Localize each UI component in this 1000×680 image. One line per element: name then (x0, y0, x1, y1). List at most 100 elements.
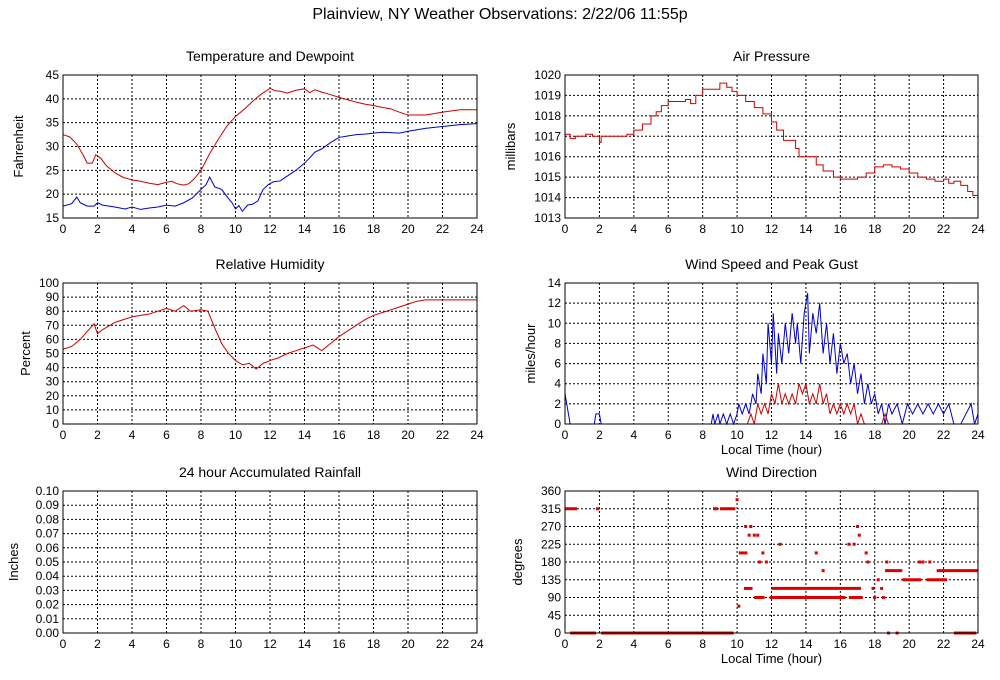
temp-dewpoint-line (62, 123, 478, 213)
rain-ytick-label: 0.02 (36, 598, 60, 612)
direction-point (866, 560, 870, 564)
direction-xtick-label: 8 (699, 637, 706, 651)
direction-point (864, 551, 868, 555)
rain-ytick-label: 0.00 (36, 626, 60, 640)
humidity-ytick-label: 70 (46, 318, 60, 332)
temp-ytick-label: 15 (46, 211, 60, 225)
direction-ytick-label: 0 (554, 626, 561, 640)
temp-xtick-label: 4 (129, 222, 136, 236)
humidity-xtick-label: 6 (163, 428, 170, 442)
temp-ytick-label: 25 (46, 163, 60, 177)
direction-xtick-label: 16 (834, 637, 848, 651)
humidity-humidity-line (62, 299, 477, 370)
temp-frame (62, 74, 478, 219)
rain-xtick-label: 14 (298, 637, 312, 651)
direction-point (761, 551, 765, 555)
temp-ytick-label: 30 (46, 140, 60, 154)
temp-ytick-label: 20 (46, 187, 60, 201)
humidity-xtick-label: 20 (401, 428, 415, 442)
humidity-xtick-label: 24 (470, 428, 484, 442)
temp-temperature-line (62, 87, 477, 186)
humidity-frame (62, 282, 478, 425)
pressure-xtick-label: 22 (937, 222, 951, 236)
rain-xtick-label: 12 (263, 637, 277, 651)
humidity-ytick-label: 50 (46, 347, 60, 361)
direction-point (749, 525, 753, 528)
pressure-ylabel: millibars (503, 122, 518, 170)
wind-ytick-label: 8 (554, 336, 561, 350)
wind-xtick-label: 8 (699, 428, 706, 442)
direction-ytick-label: 270 (541, 520, 561, 534)
temp-xtick-label: 6 (163, 222, 170, 236)
wind-xlabel: Local Time (hour) (721, 442, 822, 457)
pressure-xtick-label: 14 (799, 222, 813, 236)
direction-point (857, 533, 861, 537)
rain-title: 24 hour Accumulated Rainfall (179, 464, 361, 480)
humidity-xtick-label: 18 (367, 428, 381, 442)
pressure-xtick-label: 12 (765, 222, 779, 236)
humidity-xtick-label: 4 (129, 428, 136, 442)
direction-xtick-label: 12 (765, 637, 779, 651)
humidity-ytick-label: 80 (46, 304, 60, 318)
pressure-pressure-line (565, 82, 979, 198)
temp-ytick-label: 35 (46, 116, 60, 130)
pressure-xtick-label: 0 (562, 222, 569, 236)
rain-ytick-label: 0.05 (36, 555, 60, 569)
direction-point (876, 578, 880, 582)
rain-xtick-label: 0 (60, 637, 67, 651)
direction-point (814, 551, 818, 555)
direction-xtick-label: 6 (665, 637, 672, 651)
humidity-xtick-label: 8 (198, 428, 205, 442)
direction-point (928, 560, 932, 564)
humidity-ytick-label: 40 (46, 361, 60, 375)
wind-frame (564, 282, 979, 425)
temp-xtick-label: 20 (401, 222, 415, 236)
humidity-ytick-label: 0 (52, 417, 59, 431)
wind-xtick-label: 16 (834, 428, 848, 442)
pressure-ytick-label: 1017 (534, 129, 561, 143)
pressure-ytick-label: 1020 (534, 68, 561, 82)
pressure-frame (564, 74, 979, 219)
temp-xtick-label: 18 (367, 222, 381, 236)
direction-point (778, 542, 782, 546)
temp-xtick-label: 14 (298, 222, 312, 236)
wind-ytick-label: 2 (554, 397, 561, 411)
rain-xtick-label: 10 (229, 637, 243, 651)
direction-point (744, 525, 748, 528)
direction-ytick-label: 315 (541, 502, 561, 516)
pressure-xtick-label: 4 (630, 222, 637, 236)
rain-xtick-label: 22 (436, 637, 450, 651)
direction-point (737, 604, 741, 608)
rain-ylabel: Inches (6, 542, 21, 581)
temp-xtick-label: 24 (470, 222, 484, 236)
wind-ytick-label: 14 (548, 276, 562, 290)
temp-xtick-label: 12 (263, 222, 277, 236)
temp-xtick-label: 8 (198, 222, 205, 236)
pressure-xtick-label: 24 (971, 222, 985, 236)
direction-point (735, 498, 739, 502)
rain-xtick-label: 6 (163, 637, 170, 651)
direction-xtick-label: 2 (596, 637, 603, 651)
wind-xtick-label: 18 (868, 428, 882, 442)
pressure-xtick-label: 6 (665, 222, 672, 236)
humidity-title: Relative Humidity (216, 256, 325, 272)
wind-xtick-label: 12 (765, 428, 779, 442)
rain-ytick-label: 0.04 (36, 569, 60, 583)
humidity-xtick-label: 22 (436, 428, 450, 442)
rain-xtick-label: 24 (470, 637, 484, 651)
pressure-ytick-label: 1018 (534, 109, 561, 123)
temp-xtick-label: 10 (229, 222, 243, 236)
rain-xtick-label: 2 (94, 637, 101, 651)
temp-xtick-label: 2 (94, 222, 101, 236)
rain-xtick-label: 8 (198, 637, 205, 651)
temp-ytick-label: 40 (46, 92, 60, 106)
pressure-xtick-label: 10 (730, 222, 744, 236)
direction-ylabel: degrees (510, 538, 525, 585)
direction-xtick-label: 14 (799, 637, 813, 651)
direction-point (921, 560, 925, 564)
pressure-xtick-label: 16 (834, 222, 848, 236)
humidity-xtick-label: 2 (94, 428, 101, 442)
rain-ytick-label: 0.10 (36, 484, 60, 498)
